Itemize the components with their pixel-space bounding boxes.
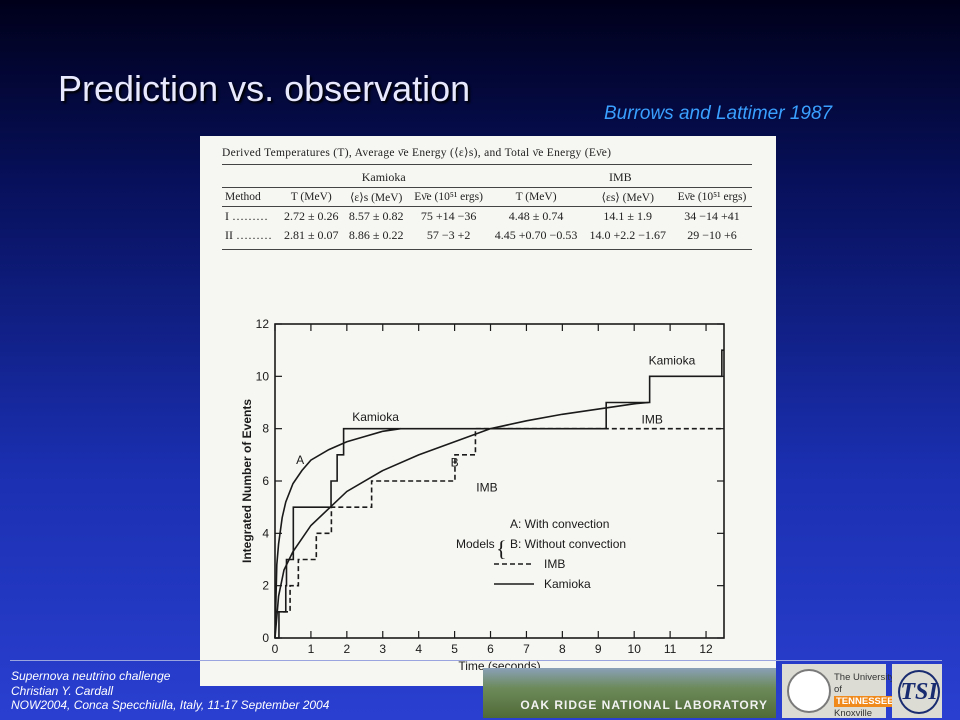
slide-title: Prediction vs. observation (58, 68, 471, 109)
table-row: II ……… 2.81 ± 0.07 8.86 ± 0.22 57 −3 +2 … (222, 226, 752, 250)
table-column-header-row: Method T (MeV) ⟨ε⟩s (MeV) Eν̄e (10⁵¹ erg… (222, 187, 752, 207)
annotation-label: Kamioka (352, 410, 399, 424)
legend-brace: { (496, 536, 507, 561)
annotation-label: IMB (476, 480, 497, 494)
table-cell: 8.57 ± 0.82 (348, 209, 404, 223)
annotation-label: A (296, 453, 304, 467)
y-tick-label: 8 (262, 422, 269, 436)
group-header-imb: IMB (488, 165, 752, 188)
column-header: ⟨ε⟩s (MeV) (343, 187, 409, 207)
table-caption: Derived Temperatures (T), Average ν̄e En… (222, 142, 752, 165)
series-line-imb (275, 427, 724, 613)
legend-label: IMB (544, 557, 565, 571)
scanned-figure: Derived Temperatures (T), Average ν̄e En… (200, 136, 776, 686)
x-tick-label: 3 (379, 642, 386, 656)
table-cell: 8.86 ± 0.22 (343, 226, 409, 250)
x-tick-label: 6 (487, 642, 494, 656)
y-axis-label: Integrated Number of Events (240, 399, 254, 563)
series-line-a (274, 427, 401, 639)
tsi-logo-mark: TSI (898, 670, 940, 714)
temperature-table: Derived Temperatures (T), Average ν̄e En… (222, 142, 752, 250)
y-tick-label: 10 (256, 369, 270, 383)
column-header: Eν̄e (10⁵¹ ergs) (671, 187, 752, 207)
series-line-kamioka (275, 349, 724, 639)
ut-logo-line-3: Knoxville (834, 708, 873, 719)
legend-title: Models (456, 537, 495, 551)
table-cell: 14.0 +2.2 −1.67 (583, 226, 672, 250)
series-line-b (274, 401, 649, 639)
ut-knoxville-logo: The University of TENNESSEE Knoxville (782, 664, 896, 719)
footer-divider (10, 660, 942, 661)
footer-line-1: Supernova neutrino challenge (11, 669, 171, 683)
y-tick-label: 0 (262, 631, 269, 645)
ornl-logo-text: OAK RIDGE NATIONAL LABORATORY (520, 698, 768, 712)
x-tick-label: 0 (272, 642, 279, 656)
y-tick-label: 4 (262, 526, 269, 540)
plot-frame (274, 323, 725, 639)
x-tick-label: 5 (451, 642, 458, 656)
x-tick-label: 4 (415, 642, 422, 656)
column-header: Eν̄e (10⁵¹ ergs) (408, 187, 489, 207)
annotation-label: B (451, 456, 459, 470)
table-cell: 57 −3 +2 (408, 226, 489, 250)
table-cell: 4.48 ± 0.74 (508, 209, 564, 223)
table-cell: 2.72 ± 0.26 (283, 209, 339, 223)
table-group-header-row: Kamioka IMB (222, 165, 752, 188)
footer-line-2: Christian Y. Cardall (11, 683, 114, 698)
legend-label: B: Without convection (510, 537, 626, 551)
table-cell: II ……… (222, 226, 279, 250)
x-tick-label: 10 (628, 642, 642, 656)
x-tick-label: 9 (595, 642, 602, 656)
legend-label: Kamioka (544, 577, 591, 591)
x-tick-label: 1 (308, 642, 315, 656)
citation-credit: Burrows and Lattimer 1987 (604, 103, 833, 124)
table-row: I ……… 2.72 ± 0.26 8.57 ± 0.82 75 +14 −36… (222, 207, 752, 227)
ut-logo-line-2: TENNESSEE (834, 696, 896, 707)
table-cell: 4.45 +0.70 −0.53 (488, 226, 584, 250)
ut-logo-line-1: The University of (834, 672, 895, 695)
annotation-label: IMB (641, 412, 662, 426)
x-tick-label: 8 (559, 642, 566, 656)
table-cell: 75 +14 −36 (420, 209, 477, 223)
table-cell: 14.1 ± 1.9 (603, 209, 653, 223)
annotation-label: Kamioka (649, 354, 696, 368)
footer-line-3: NOW2004, Conca Specchiulla, Italy, 11-17… (11, 698, 330, 712)
tsi-logo: TSI (892, 664, 942, 718)
column-header: T (MeV) (278, 187, 344, 207)
table-cell: 2.81 ± 0.07 (278, 226, 344, 250)
y-tick-label: 12 (256, 317, 270, 331)
ut-seal-icon (787, 669, 831, 713)
ornl-banner-logo: OAK RIDGE NATIONAL LABORATORY (483, 668, 776, 718)
column-header: Method (222, 187, 279, 207)
column-header: T (MeV) (488, 187, 584, 207)
group-header-kamioka: Kamioka (278, 165, 489, 188)
y-tick-label: 2 (262, 579, 269, 593)
y-tick-label: 6 (262, 474, 269, 488)
table-cell: I ……… (225, 209, 268, 223)
x-tick-label: 12 (699, 642, 713, 656)
legend-label: A: With convection (510, 517, 609, 531)
table-cell: 29 −10 +6 (671, 226, 752, 250)
footer-credits: Supernova neutrino challenge Christian Y… (11, 669, 329, 713)
x-tick-label: 2 (343, 642, 350, 656)
x-tick-label: 7 (523, 642, 530, 656)
column-header: ⟨εs⟩ (MeV) (583, 187, 672, 207)
x-tick-label: 11 (664, 642, 677, 656)
table-cell: 34 −14 +41 (684, 209, 740, 223)
